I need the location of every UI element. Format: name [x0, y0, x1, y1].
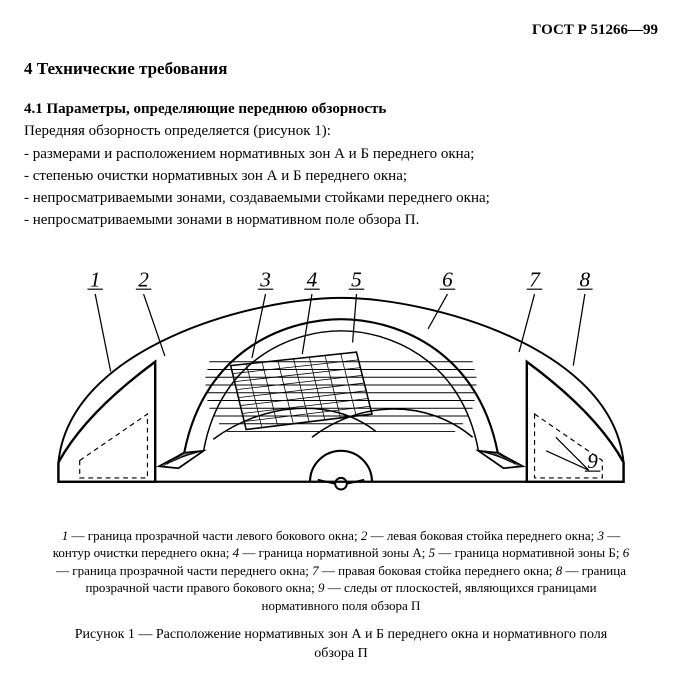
svg-text:5: 5 [351, 267, 362, 291]
figure-svg: 1 2 3 4 5 6 7 8 9 [41, 259, 641, 511]
subsection-title: 4.1 Параметры, определяющие переднюю обз… [24, 99, 658, 119]
figure-1: 1 2 3 4 5 6 7 8 9 [24, 259, 658, 511]
svg-text:4: 4 [307, 267, 318, 291]
svg-text:9: 9 [587, 449, 598, 473]
bullet-item: - степенью очистки нормативных зон А и Б… [24, 166, 658, 186]
bullet-item: - непросматриваемыми зонами, создаваемым… [24, 188, 658, 208]
section-title: 4 Технические требования [24, 58, 658, 81]
svg-text:1: 1 [90, 267, 101, 291]
subsection-lead: Передняя обзорность определяется (рисуно… [24, 121, 658, 141]
figure-legend: 1 — граница прозрачной части левого боко… [46, 527, 636, 615]
svg-text:7: 7 [529, 267, 541, 291]
svg-text:3: 3 [259, 267, 271, 291]
svg-text:8: 8 [580, 267, 591, 291]
svg-text:2: 2 [138, 267, 149, 291]
figure-caption: Рисунок 1 — Расположение нормативных зон… [64, 626, 618, 664]
subsection-bullets: - размерами и расположением нормативных … [24, 144, 658, 231]
standard-code: ГОСТ Р 51266—99 [24, 20, 658, 40]
svg-text:6: 6 [442, 267, 453, 291]
bullet-item: - непросматриваемыми зонами в нормативно… [24, 210, 658, 230]
bullet-item: - размерами и расположением нормативных … [24, 144, 658, 164]
